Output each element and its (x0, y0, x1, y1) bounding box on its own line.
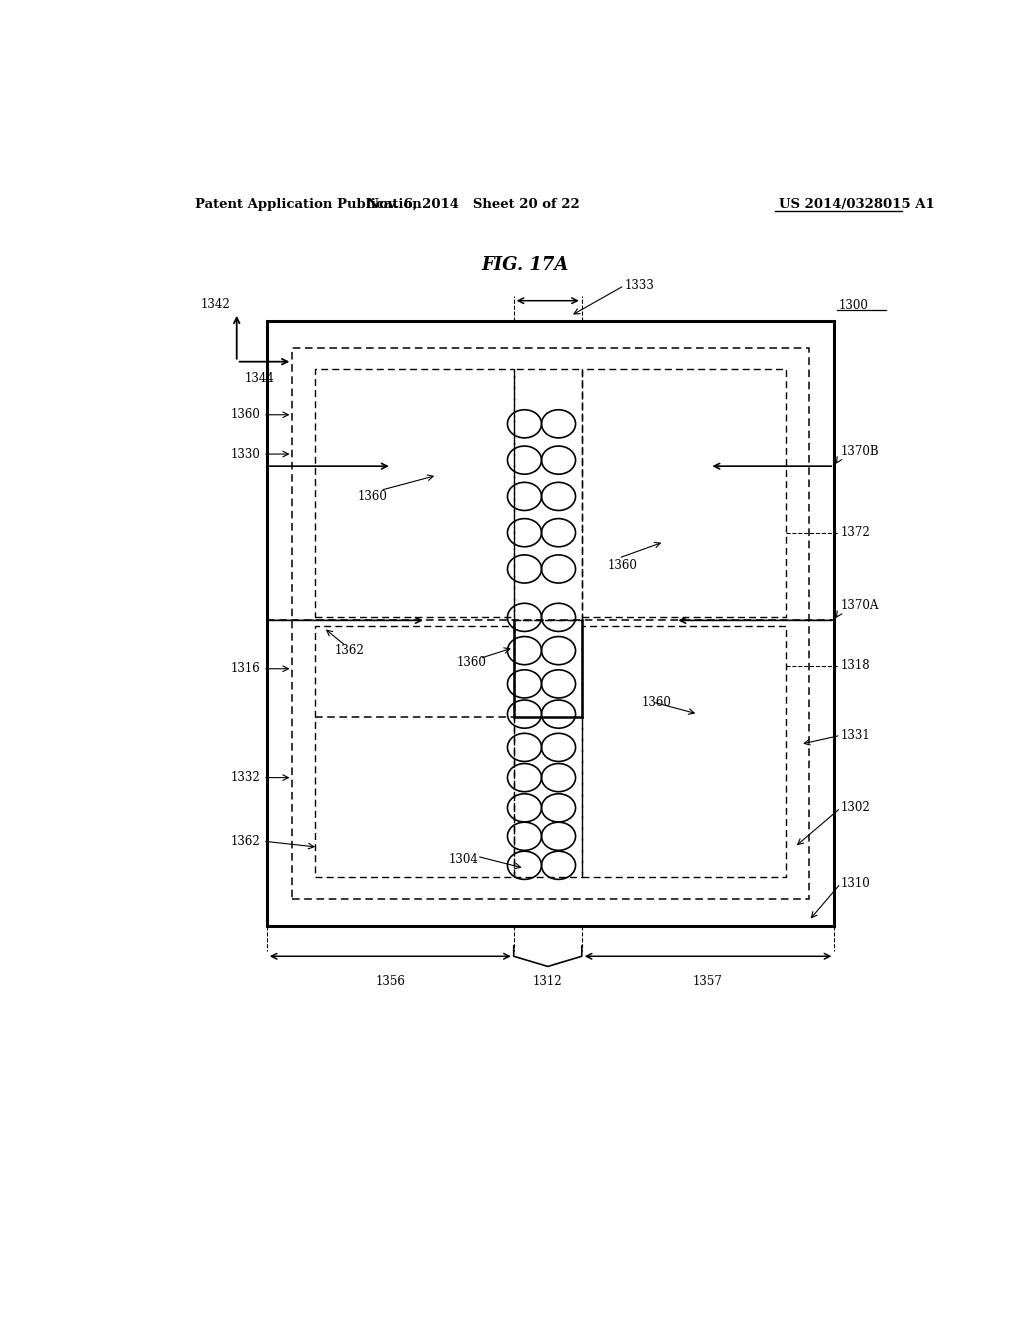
Text: 1360: 1360 (457, 656, 486, 669)
Text: 1372: 1372 (841, 527, 870, 539)
Text: Nov. 6, 2014   Sheet 20 of 22: Nov. 6, 2014 Sheet 20 of 22 (367, 198, 580, 211)
Text: 1342: 1342 (201, 298, 230, 312)
Text: Patent Application Publication: Patent Application Publication (196, 198, 422, 211)
Text: 1316: 1316 (230, 663, 260, 676)
Text: 1312: 1312 (532, 974, 562, 987)
Text: 1332: 1332 (230, 771, 260, 784)
Text: 1360: 1360 (230, 408, 260, 421)
Text: 1333: 1333 (625, 279, 654, 292)
Text: 1318: 1318 (841, 659, 870, 672)
Text: 1360: 1360 (357, 490, 387, 503)
Text: 1302: 1302 (841, 801, 870, 814)
Text: 1310: 1310 (841, 876, 870, 890)
Text: 1300: 1300 (839, 300, 868, 313)
Text: 1360: 1360 (641, 696, 672, 709)
Text: 1331: 1331 (841, 729, 870, 742)
Text: 1344: 1344 (245, 372, 274, 385)
Text: 1370A: 1370A (841, 599, 879, 612)
Text: FIG. 17A: FIG. 17A (481, 256, 568, 275)
Text: 1304: 1304 (449, 853, 478, 866)
Text: 1330: 1330 (230, 447, 260, 461)
Text: 1360: 1360 (607, 560, 637, 573)
Text: 1357: 1357 (693, 974, 723, 987)
Text: US 2014/0328015 A1: US 2014/0328015 A1 (778, 198, 935, 211)
Text: 1362: 1362 (335, 644, 365, 657)
Text: 1370B: 1370B (841, 445, 880, 458)
Text: 1362: 1362 (230, 834, 260, 847)
Text: 1356: 1356 (376, 974, 406, 987)
